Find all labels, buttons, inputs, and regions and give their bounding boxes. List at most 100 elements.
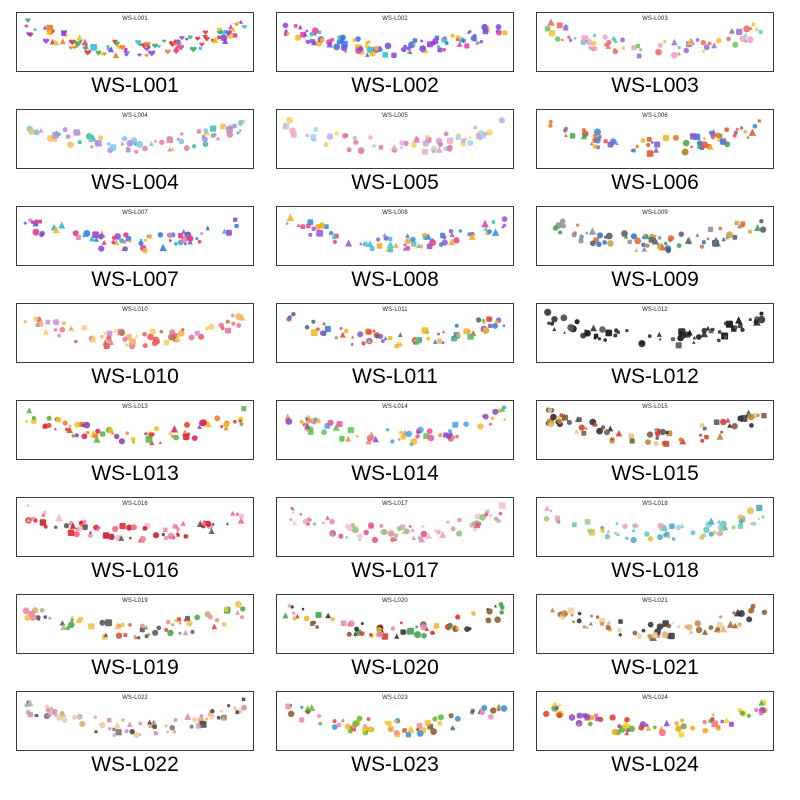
product-card-mermaids[interactable]: WS-L004 WS-L004 [16, 109, 254, 206]
tattoo-sheet-farm[interactable]: WS-L019 [16, 594, 254, 654]
sticker-shape [171, 623, 175, 627]
sticker-shape [425, 531, 433, 539]
sticker-shape [580, 132, 588, 140]
sticker-shape [214, 618, 219, 623]
sticker-shape [400, 434, 407, 440]
tattoo-sheet-dinosaurs[interactable]: WS-L006 [536, 109, 774, 169]
sticker-shape [578, 238, 584, 244]
sticker-shape [568, 714, 576, 721]
tattoo-sheet-sweets[interactable]: WS-L010 [16, 303, 254, 363]
product-card-flowers-pink[interactable]: WS-L017 WS-L017 [276, 497, 514, 594]
tattoo-sheet-flowers-blue[interactable]: WS-L018 [536, 497, 774, 557]
sticker-shape [340, 620, 347, 627]
sticker-shape [703, 137, 706, 141]
sticker-shape [675, 52, 678, 56]
tattoo-sheet-gems[interactable]: WS-L002 [276, 12, 514, 72]
product-card-farm-red[interactable]: WS-L020 WS-L020 [276, 594, 514, 691]
sticker-shape [51, 709, 58, 715]
tattoo-sheet-space[interactable]: WS-L011 [276, 303, 514, 363]
sticker-shape [241, 24, 247, 30]
tattoo-sheet-fruits[interactable]: WS-L013 [16, 400, 254, 460]
product-card-dogs[interactable]: WS-L021 WS-L021 [536, 594, 774, 691]
product-card-hearts[interactable]: WS-L001 WS-L001 [16, 12, 254, 109]
sticker-shape [173, 434, 179, 441]
sticker-shape [26, 504, 30, 507]
sticker-shape [552, 225, 559, 231]
tattoo-sheet-cats[interactable]: WS-L022 [16, 691, 254, 751]
sticker-shape [327, 419, 334, 426]
sticker-arc-pirates [545, 407, 767, 447]
product-card-butterflies-pink[interactable]: WS-L007 WS-L007 [16, 206, 254, 303]
product-card-dinosaurs[interactable]: WS-L006 WS-L006 [536, 109, 774, 206]
sticker-shape [402, 728, 407, 733]
tattoo-sheet-hearts[interactable]: WS-L001 [16, 12, 254, 72]
product-card-farm[interactable]: WS-L019 WS-L019 [16, 594, 254, 691]
sticker-shape [617, 724, 622, 729]
sticker-shape [35, 714, 39, 718]
product-card-vikings[interactable]: WS-L012 WS-L012 [536, 303, 774, 400]
tattoo-sheet-dogs[interactable]: WS-L021 [536, 594, 774, 654]
sticker-shape [463, 136, 468, 141]
product-card-unicorns[interactable]: WS-L005 WS-L005 [276, 109, 514, 206]
sticker-shape [405, 245, 411, 251]
sticker-shape [720, 719, 724, 724]
sticker-shape [544, 25, 551, 32]
tattoo-sheet-mermaids[interactable]: WS-L004 [16, 109, 254, 169]
product-card-cats[interactable]: WS-L022 WS-L022 [16, 691, 254, 788]
sticker-arc-flowers-pink [289, 502, 506, 543]
sticker-shape [408, 525, 412, 528]
sticker-shape [233, 419, 237, 424]
product-card-fruits[interactable]: WS-L013 WS-L013 [16, 400, 254, 497]
sticker-shape [560, 315, 567, 322]
sticker-shape [416, 137, 420, 141]
tattoo-sheet-love[interactable]: WS-L016 [16, 497, 254, 557]
product-card-food-faces[interactable]: WS-L023 WS-L023 [276, 691, 514, 788]
sticker-shape [136, 140, 143, 148]
product-card-robots[interactable]: WS-L009 WS-L009 [536, 206, 774, 303]
product-card-pirates[interactable]: WS-L015 WS-L015 [536, 400, 774, 497]
product-code-caption: WS-L014 [351, 462, 439, 485]
product-card-sweets[interactable]: WS-L010 WS-L010 [16, 303, 254, 400]
sticker-shape [73, 129, 80, 136]
tattoo-sheet-robots[interactable]: WS-L009 [536, 206, 774, 266]
sticker-shape [653, 441, 659, 446]
sticker-shape [400, 629, 406, 635]
sticker-shape [126, 524, 133, 531]
tattoo-sheet-butterflies-blue[interactable]: WS-L008 [276, 206, 514, 266]
tattoo-sheet-unicorns[interactable]: WS-L005 [276, 109, 514, 169]
sticker-shape [711, 720, 718, 728]
sticker-shape [75, 235, 81, 241]
sticker-shape [566, 419, 572, 425]
tattoo-sheet-fruit-faces[interactable]: WS-L024 [536, 691, 774, 751]
sticker-shape [177, 44, 185, 51]
product-card-love[interactable]: WS-L016 WS-L016 [16, 497, 254, 594]
sticker-shape [74, 40, 82, 48]
sticker-arc-unicorns [282, 116, 505, 155]
sticker-shape [503, 223, 506, 227]
tattoo-sheet-party[interactable]: WS-L003 [536, 12, 774, 72]
tattoo-sheet-butterflies-pink[interactable]: WS-L007 [16, 206, 254, 266]
sticker-shape [118, 438, 125, 445]
product-card-flowers-blue[interactable]: WS-L018 WS-L018 [536, 497, 774, 594]
sticker-shape [313, 127, 318, 132]
sticker-arc-hearts [24, 18, 247, 59]
sticker-shape [707, 226, 714, 233]
product-card-space[interactable]: WS-L011 WS-L011 [276, 303, 514, 400]
sticker-shape [579, 234, 584, 240]
tattoo-sheet-vikings[interactable]: WS-L012 [536, 303, 774, 363]
product-card-fairies[interactable]: WS-L014 WS-L014 [276, 400, 514, 497]
sticker-shape [716, 621, 724, 629]
product-card-butterflies-blue[interactable]: WS-L008 WS-L008 [276, 206, 514, 303]
tattoo-sheet-farm-red[interactable]: WS-L020 [276, 594, 514, 654]
tattoo-sheet-food-faces[interactable]: WS-L023 [276, 691, 514, 751]
sticker-shape [42, 38, 50, 44]
product-card-fruit-faces[interactable]: WS-L024 WS-L024 [536, 691, 774, 788]
tattoo-sheet-fairies[interactable]: WS-L014 [276, 400, 514, 460]
sticker-shape [98, 135, 104, 141]
product-card-party[interactable]: WS-L003 WS-L003 [536, 12, 774, 109]
sticker-shape [399, 146, 403, 150]
product-card-gems[interactable]: WS-L002 WS-L002 [276, 12, 514, 109]
tattoo-sheet-pirates[interactable]: WS-L015 [536, 400, 774, 460]
sticker-shape [34, 219, 39, 225]
tattoo-sheet-flowers-pink[interactable]: WS-L017 [276, 497, 514, 557]
